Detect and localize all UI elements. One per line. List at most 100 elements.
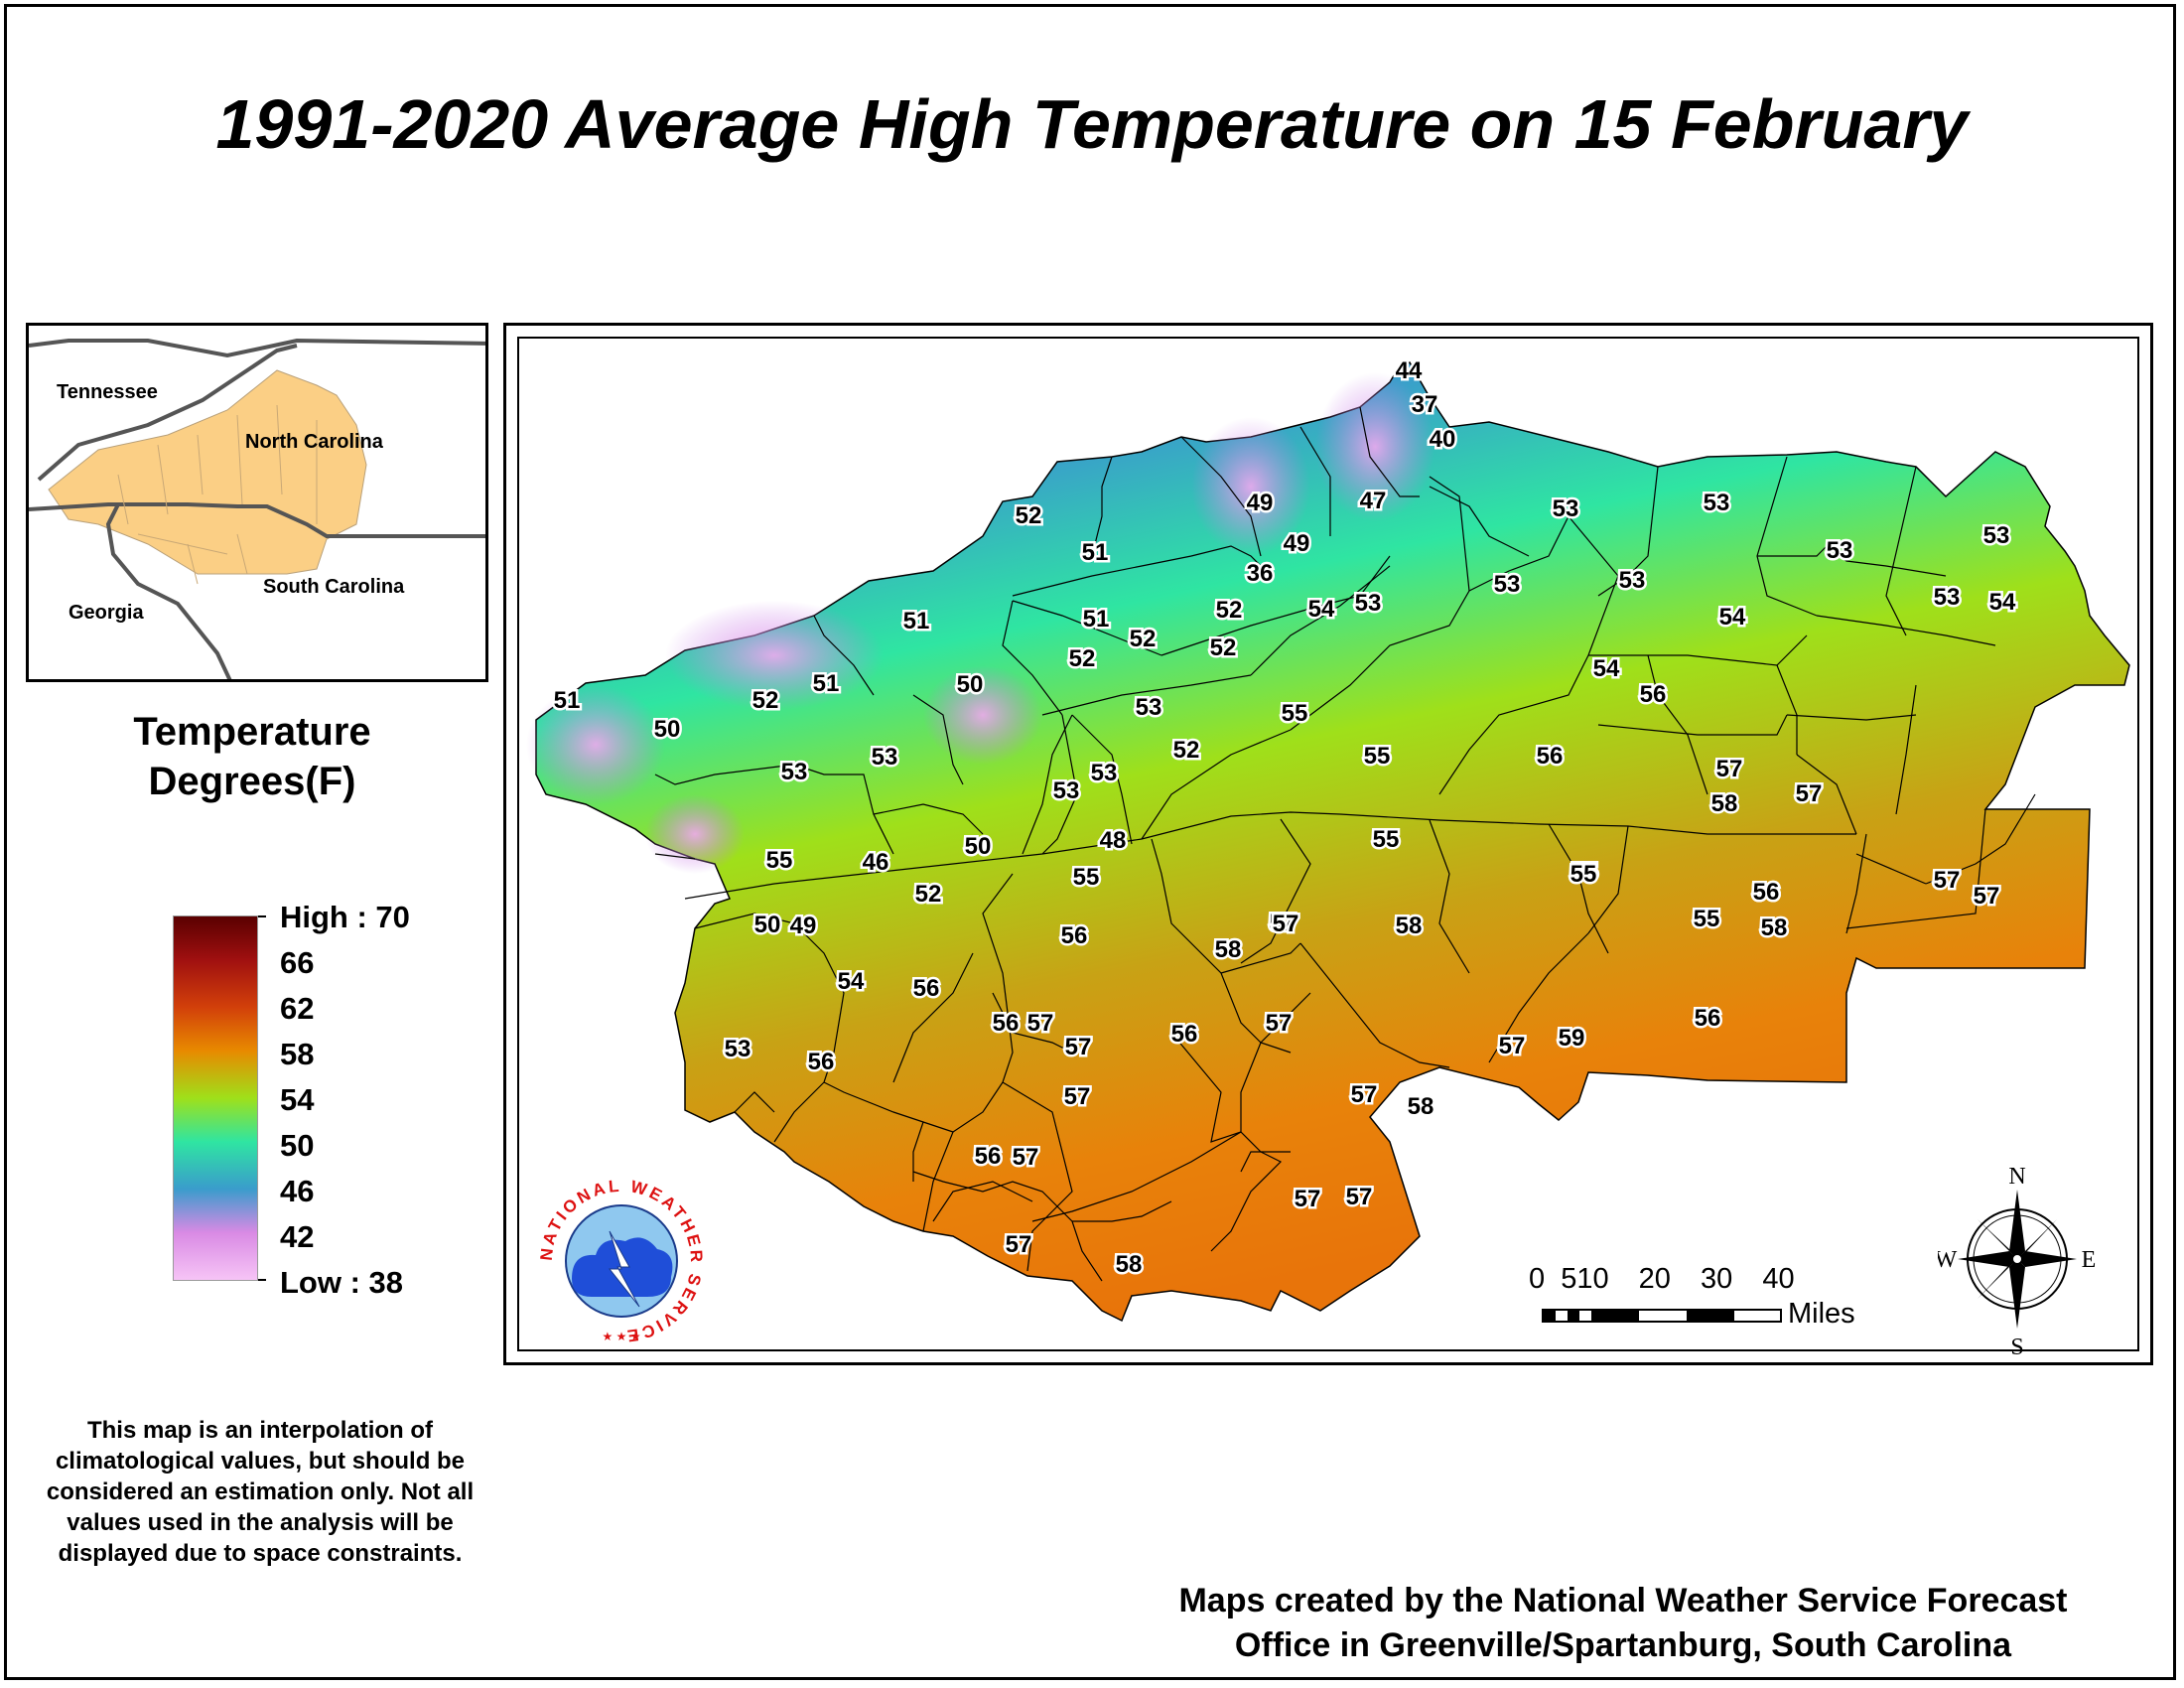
county-line	[1786, 714, 1917, 721]
inset-label-south-carolina: South Carolina	[263, 576, 405, 598]
county-line	[1160, 555, 1391, 656]
temp-value: 58	[1396, 913, 1423, 939]
temp-value: 57	[1027, 1010, 1054, 1037]
temp-value: 50	[957, 671, 984, 698]
temp-value: 56	[1695, 1005, 1721, 1032]
inset-county-lines	[117, 404, 318, 585]
county-line	[1012, 600, 1162, 656]
scale-tick-5: 5	[1561, 1263, 1577, 1295]
temp-value: 53	[1553, 495, 1579, 522]
inset-state-border-nc-sc	[29, 502, 485, 538]
temp-value: 55	[1571, 859, 1598, 886]
legend-tick	[258, 1279, 266, 1281]
temp-value: 57	[1266, 1010, 1293, 1037]
temp-value: 53	[1355, 590, 1382, 617]
county-line	[1885, 466, 1917, 636]
temp-value: 55	[1073, 864, 1100, 891]
compass-n: N	[2008, 1164, 2025, 1190]
compass-point-w	[1958, 1251, 2017, 1267]
temp-value: 52	[1173, 737, 1200, 764]
cold-area	[645, 794, 745, 874]
temp-value: 49	[1247, 490, 1274, 516]
county-line	[1429, 819, 1470, 974]
scale-segment	[1568, 1311, 1579, 1321]
inset-state-border-ga-sc	[105, 503, 232, 679]
nws-logo: NATIONAL WEATHER SERVICE ★ ★ ★	[537, 1177, 705, 1345]
county-line	[1826, 545, 1947, 577]
temp-value: 49	[790, 913, 817, 939]
county-line	[992, 992, 1073, 1054]
legend-title-line2: Degrees(F)	[148, 760, 356, 803]
county-line	[1022, 714, 1073, 855]
inset-state-border-nc-tn	[29, 338, 485, 358]
temp-value: 53	[781, 759, 808, 785]
county-line	[1240, 1151, 1291, 1173]
county-line	[1071, 714, 1133, 845]
temp-value: 51	[903, 608, 930, 634]
county-line	[793, 764, 894, 855]
temp-value: 53	[1619, 567, 1646, 594]
county-line	[1180, 436, 1262, 557]
temp-value: 56	[1537, 743, 1564, 770]
county-line	[912, 1171, 1073, 1222]
legend-label-66: 66	[280, 945, 315, 980]
cold-area	[923, 665, 1042, 765]
temp-value: 56	[913, 975, 940, 1002]
county-line	[1925, 793, 2036, 885]
temp-value: 54	[838, 968, 865, 995]
temp-value: 57	[1499, 1033, 1526, 1059]
compass-point-n	[2009, 1190, 2025, 1259]
temp-value: 56	[1061, 922, 1088, 949]
county-line	[912, 694, 964, 785]
county-line	[1488, 932, 1589, 1063]
inset-locator-map: Tennessee North Carolina South Carolina …	[26, 323, 488, 682]
temp-value: 52	[1069, 645, 1096, 672]
temp-value: 50	[965, 833, 992, 860]
county-line	[873, 803, 984, 835]
scale-segment	[1544, 1311, 1556, 1321]
county-line	[1568, 515, 1619, 656]
scale-tick-10: 10	[1576, 1263, 1609, 1295]
credits-line2: Office in Greenville/Spartanburg, South …	[1234, 1626, 2012, 1664]
temp-value: 59	[1559, 1025, 1585, 1052]
county-line	[1756, 456, 1818, 617]
inset-label-georgia: Georgia	[68, 602, 144, 624]
county-line	[734, 1091, 775, 1113]
temp-value: 57	[1013, 1144, 1039, 1171]
legend-label-42: 42	[280, 1219, 315, 1254]
county-line	[1855, 853, 1927, 885]
compass-center	[2011, 1253, 2023, 1265]
credits-line1: Maps created by the National Weather Ser…	[1178, 1582, 2068, 1619]
temp-value: 58	[1408, 1093, 1434, 1120]
county-line	[654, 853, 696, 860]
county-line	[982, 873, 1014, 1083]
county-line	[1240, 992, 1311, 1132]
county-line	[1190, 545, 1272, 577]
county-line	[1816, 615, 1996, 646]
temp-value: 52	[1130, 626, 1157, 652]
temp-value: 56	[993, 1010, 1020, 1037]
legend-label-54: 54	[280, 1082, 315, 1117]
temp-value: 57	[1346, 1184, 1373, 1210]
legend-label-50: 50	[280, 1128, 315, 1163]
temp-value: 57	[1796, 780, 1823, 807]
page-frame	[4, 4, 2176, 1680]
county-line	[1438, 654, 1589, 795]
temp-value: 54	[1989, 589, 2016, 616]
county-line	[1845, 808, 1986, 929]
inset-label-tennessee: Tennessee	[57, 381, 158, 403]
county-line	[1299, 426, 1331, 536]
temp-value: 57	[1064, 1083, 1091, 1110]
scale-bar-numbers: 0 510 20 30 40	[1529, 1263, 1795, 1296]
temp-value: 53	[1091, 760, 1118, 786]
temp-value: 49	[1284, 530, 1310, 557]
county-line	[1012, 555, 1192, 597]
temp-value: 57	[1934, 867, 1961, 894]
temp-value: 57	[1065, 1034, 1092, 1060]
county-line	[1002, 1081, 1073, 1272]
disclaimer-text: This map is an interpolation of climatol…	[46, 1417, 475, 1567]
county-line	[1895, 684, 1917, 815]
county-line	[1170, 1032, 1242, 1143]
scale-bar-unit: Miles	[1788, 1298, 1855, 1330]
county-line	[1041, 714, 1078, 855]
